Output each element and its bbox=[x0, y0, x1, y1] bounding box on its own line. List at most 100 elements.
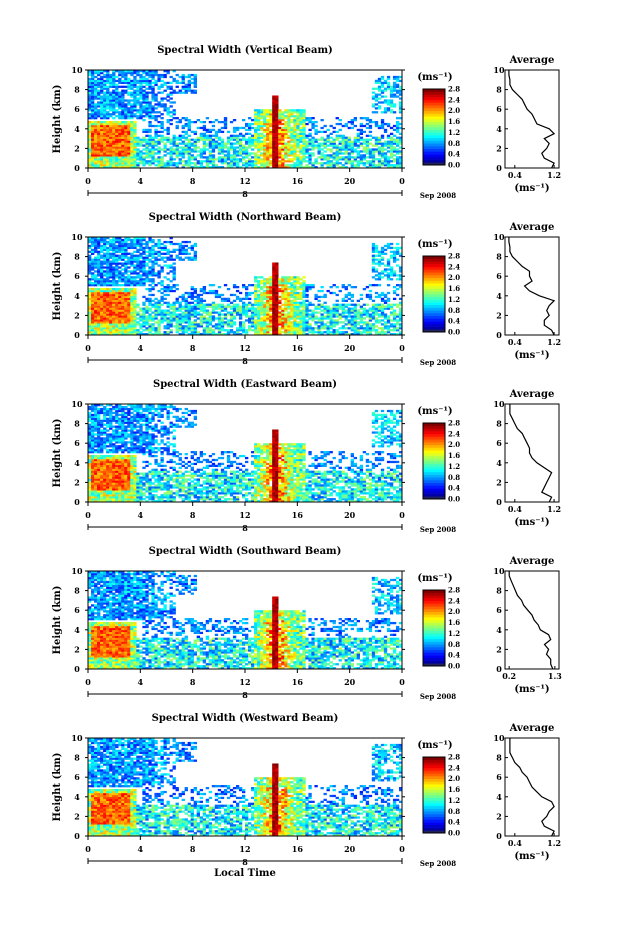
heatmap-cell bbox=[136, 274, 140, 277]
heatmap-cell bbox=[94, 134, 98, 137]
heatmap-cell bbox=[208, 303, 213, 306]
heatmap-cell bbox=[169, 264, 173, 267]
heatmap-cell bbox=[91, 307, 95, 310]
heatmap-cell bbox=[353, 156, 358, 159]
heatmap-cell bbox=[181, 130, 185, 134]
heatmap-cell bbox=[269, 115, 273, 118]
heatmap-cell bbox=[374, 166, 379, 169]
heatmap-cell bbox=[281, 307, 285, 310]
heatmap-cell bbox=[130, 305, 134, 308]
heatmap-cell bbox=[97, 307, 101, 310]
heatmap-cell bbox=[100, 160, 104, 163]
heatmap-cell bbox=[115, 95, 119, 98]
heatmap-cell bbox=[106, 128, 110, 132]
heatmap-cell bbox=[214, 303, 219, 306]
heatmap-cell bbox=[166, 152, 170, 155]
heatmap-cell bbox=[350, 150, 354, 153]
heatmap-cell bbox=[160, 280, 164, 283]
heatmap-cell bbox=[281, 115, 285, 118]
heatmap-cell bbox=[139, 107, 143, 110]
heatmap-cell bbox=[329, 162, 333, 165]
heatmap-cell bbox=[115, 70, 119, 73]
heatmap-cell bbox=[311, 166, 315, 169]
colorbar-band bbox=[423, 108, 445, 112]
heatmap-cell bbox=[157, 115, 161, 118]
heatmap-cell bbox=[386, 160, 391, 163]
heatmap-cell bbox=[362, 142, 367, 145]
heatmap-cell bbox=[118, 103, 122, 106]
heatmap-cell bbox=[248, 325, 252, 328]
heatmap-cell bbox=[136, 321, 140, 324]
heatmap-cell bbox=[94, 266, 98, 269]
heatmap-cell bbox=[127, 317, 131, 320]
heatmap-cell bbox=[115, 280, 119, 283]
heatmap-cell bbox=[383, 109, 388, 112]
heatmap-cell bbox=[139, 244, 143, 248]
heatmap-cell bbox=[302, 126, 306, 130]
heatmap-cell bbox=[112, 101, 116, 104]
heatmap-cell bbox=[284, 301, 288, 304]
heatmap-cell bbox=[109, 260, 113, 263]
heatmap-cell bbox=[97, 81, 101, 85]
heatmap-cell bbox=[302, 158, 306, 161]
heatmap-cell bbox=[148, 315, 152, 318]
heatmap-cell bbox=[187, 119, 191, 122]
heatmap-cell bbox=[269, 154, 273, 157]
heatmap-cell bbox=[266, 162, 270, 165]
heatmap-cell bbox=[272, 101, 276, 104]
heatmap-cell bbox=[205, 331, 210, 334]
heatmap-cell bbox=[272, 274, 276, 277]
heatmap-cell bbox=[133, 70, 137, 73]
heatmap-cell bbox=[287, 158, 291, 161]
heatmap-cell bbox=[296, 134, 300, 137]
heatmap-cell bbox=[193, 295, 197, 299]
heatmap-cell bbox=[151, 70, 155, 73]
heatmap-cell bbox=[272, 128, 276, 132]
heatmap-cell bbox=[193, 85, 197, 88]
heatmap-cell bbox=[115, 272, 119, 275]
heatmap-cell bbox=[133, 311, 137, 314]
heatmap-cell bbox=[260, 307, 264, 310]
heatmap-cell bbox=[308, 166, 312, 169]
heatmap-cell bbox=[115, 156, 119, 159]
heatmap-cell bbox=[154, 83, 158, 86]
heatmap-cell bbox=[287, 126, 291, 130]
heatmap-cell bbox=[386, 164, 391, 167]
heatmap-cell bbox=[269, 282, 273, 285]
heatmap-cell bbox=[142, 238, 146, 242]
heatmap-cell bbox=[299, 162, 303, 165]
heatmap-cell bbox=[196, 140, 201, 143]
heatmap-cell bbox=[208, 144, 213, 147]
heatmap-cell bbox=[260, 154, 264, 157]
heatmap-cell bbox=[245, 148, 249, 151]
heatmap-cell bbox=[139, 89, 143, 92]
heatmap-cell bbox=[332, 331, 336, 334]
heatmap-cell bbox=[133, 258, 137, 261]
heatmap-cell bbox=[106, 242, 110, 246]
heatmap-cell bbox=[229, 311, 234, 314]
heatmap-cell bbox=[269, 148, 273, 151]
heatmap-cell bbox=[335, 138, 339, 141]
heatmap-cell bbox=[263, 323, 267, 326]
heatmap-cell bbox=[100, 146, 104, 149]
heatmap-cell bbox=[124, 276, 128, 279]
heatmap-cell bbox=[317, 148, 321, 151]
heatmap-cell bbox=[115, 154, 119, 157]
average-profile-line bbox=[508, 70, 556, 169]
heatmap-cell bbox=[284, 295, 288, 299]
heatmap-cell bbox=[284, 156, 288, 159]
heatmap-cell bbox=[118, 307, 122, 310]
heatmap-cell bbox=[214, 119, 219, 122]
heatmap-cell bbox=[293, 309, 297, 312]
heatmap-cell bbox=[217, 317, 222, 320]
heatmap-cell bbox=[217, 311, 222, 314]
heatmap-cell bbox=[112, 248, 116, 252]
heatmap-cell bbox=[109, 75, 113, 79]
heatmap-cell bbox=[109, 126, 113, 130]
heatmap-cell bbox=[169, 303, 173, 306]
heatmap-cell bbox=[151, 282, 155, 285]
heatmap-cell bbox=[281, 126, 285, 130]
heatmap-cell bbox=[109, 150, 113, 153]
heatmap-cell bbox=[139, 97, 143, 100]
heatmap-cell bbox=[281, 160, 285, 163]
